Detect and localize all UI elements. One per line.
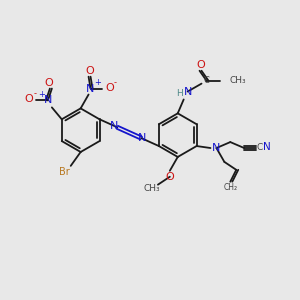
Text: CH₂: CH₂	[223, 183, 237, 192]
Text: -: -	[34, 89, 37, 98]
Text: O: O	[85, 66, 94, 76]
Text: -: -	[114, 78, 117, 87]
Text: N: N	[212, 143, 220, 153]
Text: +: +	[38, 90, 45, 99]
Text: CH₃: CH₃	[144, 184, 160, 193]
Text: N: N	[184, 86, 192, 97]
Text: O: O	[165, 172, 174, 182]
Text: C: C	[257, 142, 263, 152]
Text: N: N	[138, 133, 146, 143]
Text: O: O	[196, 60, 205, 70]
Text: C: C	[203, 76, 209, 85]
Text: CH₃: CH₃	[229, 76, 246, 85]
Text: N: N	[44, 95, 52, 106]
Text: H: H	[176, 89, 183, 98]
Text: +: +	[94, 78, 101, 87]
Text: N: N	[263, 142, 271, 152]
Text: Br: Br	[59, 167, 70, 177]
Text: O: O	[44, 78, 53, 88]
Text: N: N	[86, 84, 95, 94]
Text: O: O	[105, 82, 114, 93]
Text: O: O	[25, 94, 34, 104]
Text: N: N	[110, 121, 118, 131]
